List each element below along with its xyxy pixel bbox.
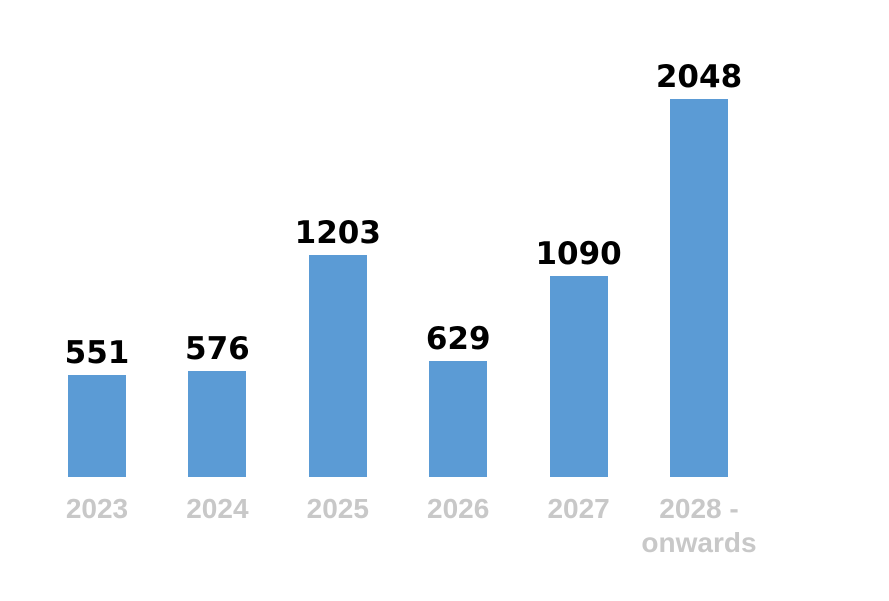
bar [429,360,488,477]
bar [549,275,608,477]
value-label: 2048 [655,59,743,95]
value-label: 1090 [535,235,622,272]
x-tick-label: 2023 [65,493,129,524]
x-tick-label: 2025 [306,493,369,524]
x-tick-label: 2026 [427,493,490,524]
bar [308,254,367,477]
value-label: 576 [185,330,250,367]
bar [670,99,728,477]
x-tick-label: 2027 [547,493,610,524]
value-label: 551 [64,335,130,372]
x-tick-label: 2028 - onwards [641,493,757,558]
bar [188,370,247,477]
value-label: 1203 [294,214,381,251]
value-label: 629 [425,320,491,357]
x-tick-label: 2024 [186,493,249,524]
bar [68,375,126,477]
